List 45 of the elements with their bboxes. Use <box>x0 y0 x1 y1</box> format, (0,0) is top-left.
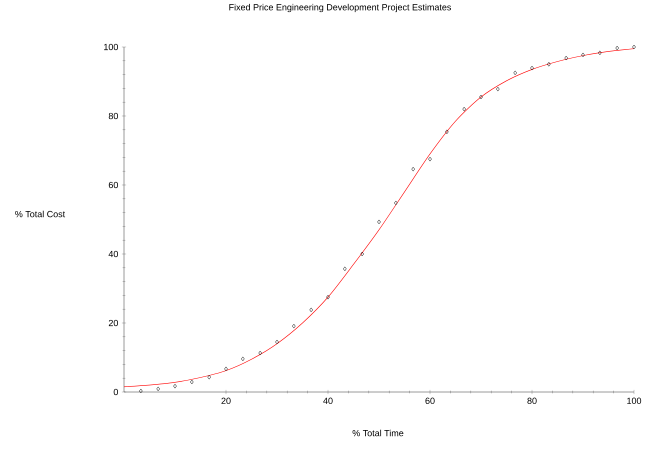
point <box>479 94 483 100</box>
point <box>445 130 449 134</box>
point <box>598 50 602 56</box>
point <box>292 324 296 328</box>
point <box>462 106 466 112</box>
x-tick-label: 80 <box>527 398 537 404</box>
y-tick-label: 80 <box>108 112 118 120</box>
point <box>530 66 534 70</box>
point <box>224 366 228 372</box>
x-tick-label: 100 <box>627 398 642 404</box>
x-axis-title: % Total Time <box>352 430 404 436</box>
point <box>139 388 143 394</box>
point <box>394 200 398 206</box>
point <box>377 220 381 224</box>
point <box>360 252 364 256</box>
point <box>411 166 415 172</box>
point <box>632 44 636 50</box>
y-tick-label: 40 <box>108 250 118 258</box>
point <box>156 386 160 392</box>
chart-title: Fixed Price Engineering Development Project Estimates <box>229 4 452 12</box>
y-tick-label: 0 <box>114 388 118 396</box>
x-tick-label: 40 <box>323 398 333 404</box>
line-series <box>124 48 634 388</box>
x-tick-label: 60 <box>425 398 435 404</box>
point <box>309 308 313 312</box>
point <box>173 384 177 388</box>
y-tick-label: 100 <box>104 44 118 50</box>
point <box>547 62 551 66</box>
point <box>241 356 245 362</box>
point <box>615 46 619 50</box>
y-tick-label: 60 <box>108 182 118 188</box>
point <box>343 266 347 272</box>
point <box>564 56 568 60</box>
x-tick-label: 20 <box>221 398 231 404</box>
point <box>258 350 262 356</box>
y-tick-label: 20 <box>108 320 118 326</box>
point <box>581 52 585 58</box>
point <box>496 86 500 92</box>
y-axis-title: % Total Cost <box>15 210 66 218</box>
point <box>513 70 517 76</box>
point <box>275 340 279 344</box>
point <box>207 374 211 380</box>
point <box>326 294 330 300</box>
point <box>428 156 432 162</box>
point <box>190 380 194 384</box>
